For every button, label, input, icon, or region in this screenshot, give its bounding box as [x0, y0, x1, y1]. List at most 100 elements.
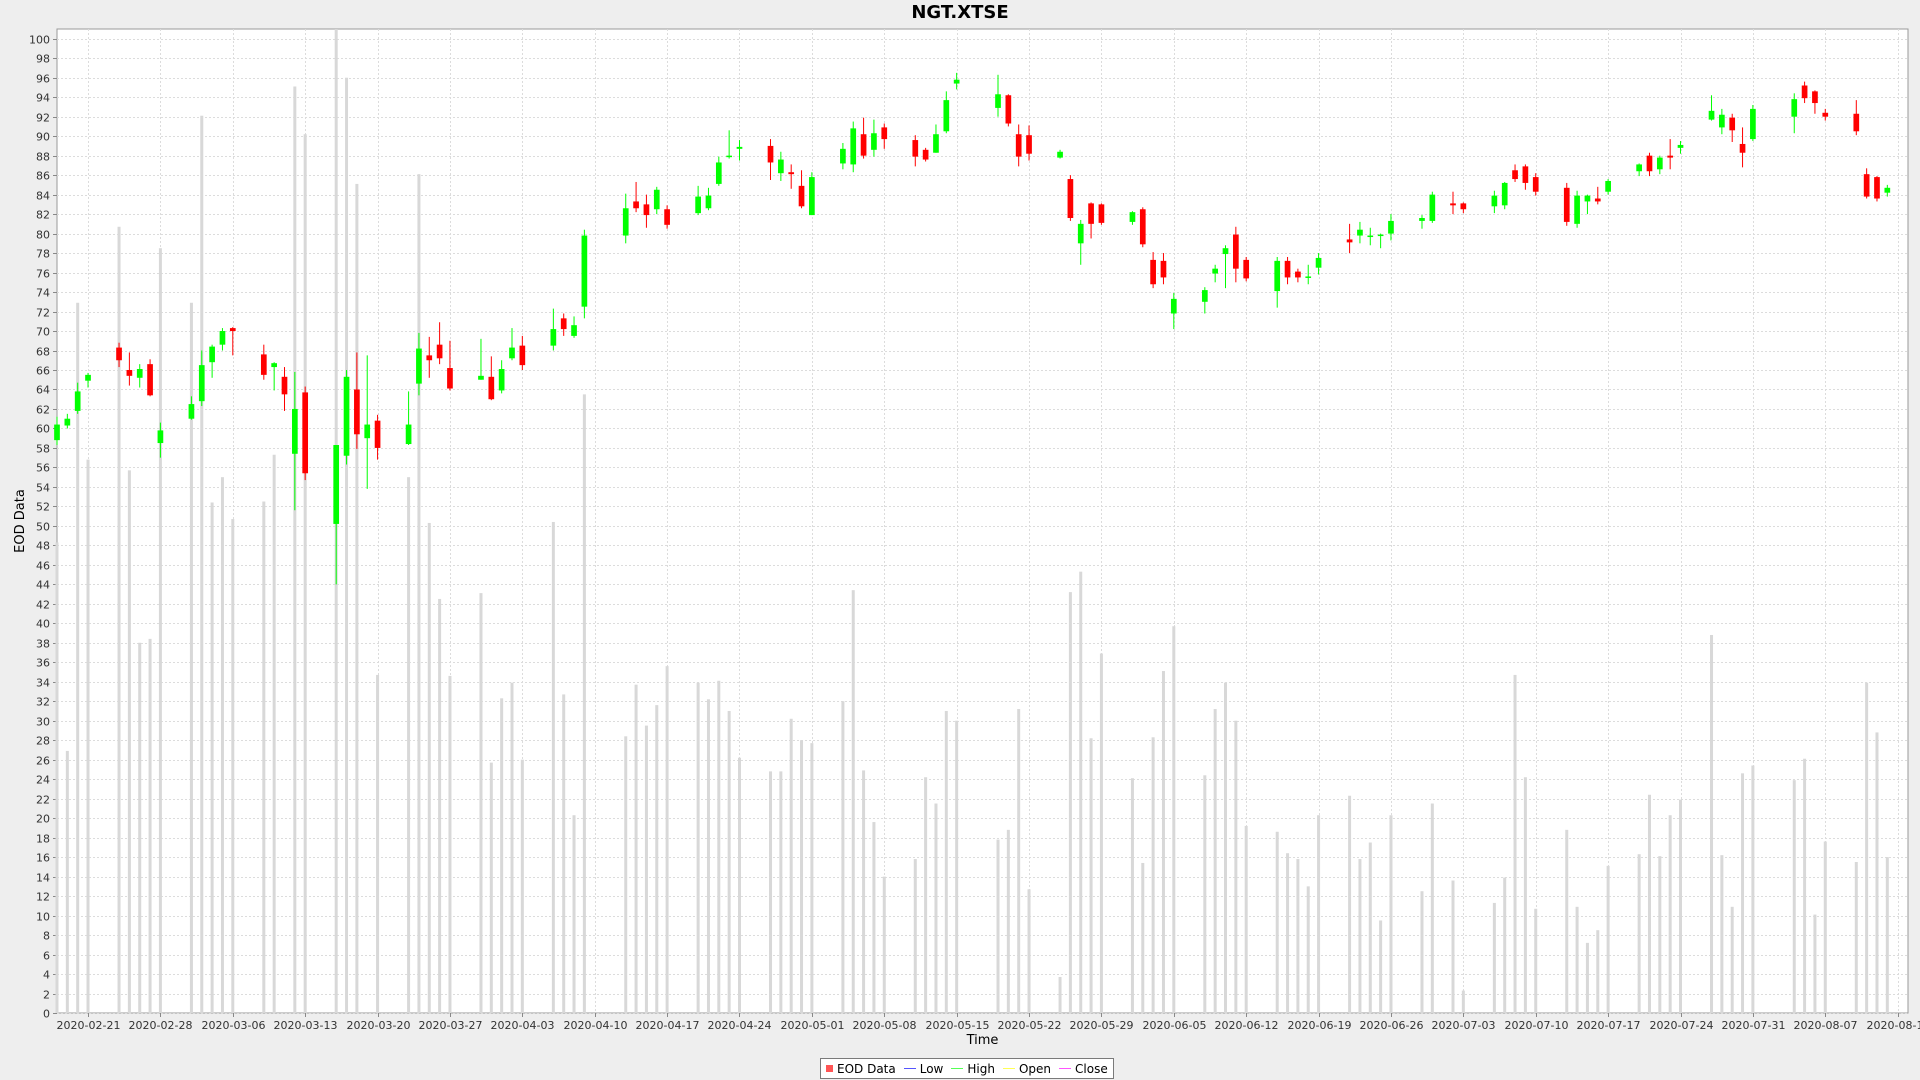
volume-bar	[924, 777, 928, 1013]
y-tick-label: 30	[36, 716, 50, 729]
candle-body	[509, 347, 515, 359]
candle-body	[881, 127, 888, 140]
y-tick-label: 56	[36, 462, 50, 475]
volume-bar	[1741, 773, 1745, 1013]
volume-bar	[851, 590, 855, 1013]
volume-bar	[1420, 891, 1424, 1013]
volume-bar	[1348, 795, 1352, 1013]
volume-bar	[1286, 853, 1290, 1013]
legend-item: Close	[1059, 1062, 1108, 1076]
candle-body	[664, 209, 670, 225]
volume-bar	[1068, 592, 1072, 1013]
candle-body	[281, 376, 288, 395]
volume-bar	[737, 757, 741, 1013]
x-tick-label: 2020-02-28	[129, 1019, 193, 1032]
y-tick-label: 72	[36, 307, 50, 320]
volume-bar	[1854, 861, 1858, 1013]
volume-bar	[355, 183, 359, 1014]
x-tick-label: 2020-07-24	[1650, 1019, 1714, 1032]
volume-bar	[117, 226, 121, 1013]
volume-bar	[1523, 777, 1527, 1013]
volume-bar	[1606, 865, 1610, 1013]
volume-bar	[1565, 829, 1569, 1013]
candle-body	[653, 189, 660, 210]
candle-body	[1460, 203, 1467, 210]
candle-body	[1305, 276, 1312, 278]
y-tick-label: 80	[36, 229, 50, 242]
candle-body	[1098, 204, 1105, 223]
candle-body	[860, 134, 867, 156]
volume-bar	[1596, 930, 1600, 1013]
legend-item: High	[951, 1062, 995, 1076]
volume-bar	[841, 701, 845, 1013]
volume-bar	[427, 522, 431, 1013]
y-tick-label: 40	[36, 618, 50, 631]
y-tick-label: 34	[36, 677, 50, 690]
volume-bar	[1575, 906, 1579, 1013]
volume-bar	[1058, 976, 1062, 1013]
candle-body	[147, 364, 153, 396]
y-tick-label: 100	[29, 34, 50, 47]
y-tick-label: 54	[36, 482, 50, 495]
volume-bar	[138, 642, 142, 1013]
volume-bar	[345, 77, 349, 1013]
y-tick-label: 92	[36, 112, 50, 125]
volume-bar	[1492, 902, 1496, 1013]
candle-body	[1584, 195, 1591, 202]
volume-bar	[779, 771, 783, 1013]
legend-label: Close	[1075, 1061, 1108, 1076]
candle-body	[126, 369, 133, 376]
x-tick-label: 2020-04-17	[636, 1019, 700, 1032]
candle-body	[1646, 155, 1653, 172]
candle-body	[405, 424, 412, 445]
volume-bar	[1275, 831, 1279, 1013]
y-tick-label: 20	[36, 813, 50, 826]
volume-bar	[996, 839, 1000, 1013]
candle-body	[1656, 157, 1663, 170]
candle-body	[1822, 112, 1829, 117]
volume-bar	[1461, 990, 1465, 1013]
volume-bar	[1203, 775, 1207, 1013]
candle-body	[116, 347, 122, 361]
volume-bar	[810, 743, 814, 1013]
candle-body	[1139, 209, 1146, 245]
candle-body	[798, 185, 805, 207]
candle-body	[364, 424, 371, 439]
legend-label: High	[967, 1061, 995, 1076]
chart-title: NGT.XTSE	[911, 2, 1009, 23]
y-tick-label: 14	[36, 872, 50, 885]
volume-bar	[231, 519, 235, 1013]
y-tick-label: 2	[43, 989, 50, 1002]
y-tick-label: 50	[36, 521, 50, 534]
volume-bar	[1730, 906, 1734, 1013]
candle-body	[1812, 91, 1818, 104]
volume-bar	[1234, 720, 1238, 1013]
candle-body	[1419, 218, 1425, 221]
y-tick-label: 32	[36, 696, 50, 709]
x-tick-label: 2020-03-27	[419, 1019, 483, 1032]
candle-body	[1667, 155, 1674, 158]
candle-body	[571, 325, 577, 336]
volume-bar	[1885, 857, 1889, 1013]
y-tick-label: 66	[36, 365, 50, 378]
legend-item: EOD Data	[826, 1062, 896, 1076]
candle-body	[219, 331, 226, 345]
y-tick-label: 58	[36, 443, 50, 456]
x-tick-label: 2020-06-26	[1360, 1019, 1424, 1032]
candle-body	[840, 148, 846, 164]
volume-bar	[272, 454, 276, 1013]
y-tick-label: 86	[36, 170, 50, 183]
volume-bar	[1503, 877, 1507, 1013]
volume-bar	[944, 710, 948, 1013]
volume-bar	[800, 740, 804, 1013]
y-tick-label: 16	[36, 852, 50, 865]
y-tick-label: 36	[36, 657, 50, 670]
candle-body	[436, 344, 443, 359]
candle-body	[953, 79, 960, 84]
volume-bar	[1679, 799, 1683, 1013]
candle-body	[1450, 203, 1456, 206]
volume-bar	[769, 771, 773, 1013]
x-tick-label: 2020-07-17	[1577, 1019, 1641, 1032]
y-tick-label: 84	[36, 190, 50, 203]
legend-swatch	[903, 1068, 916, 1069]
